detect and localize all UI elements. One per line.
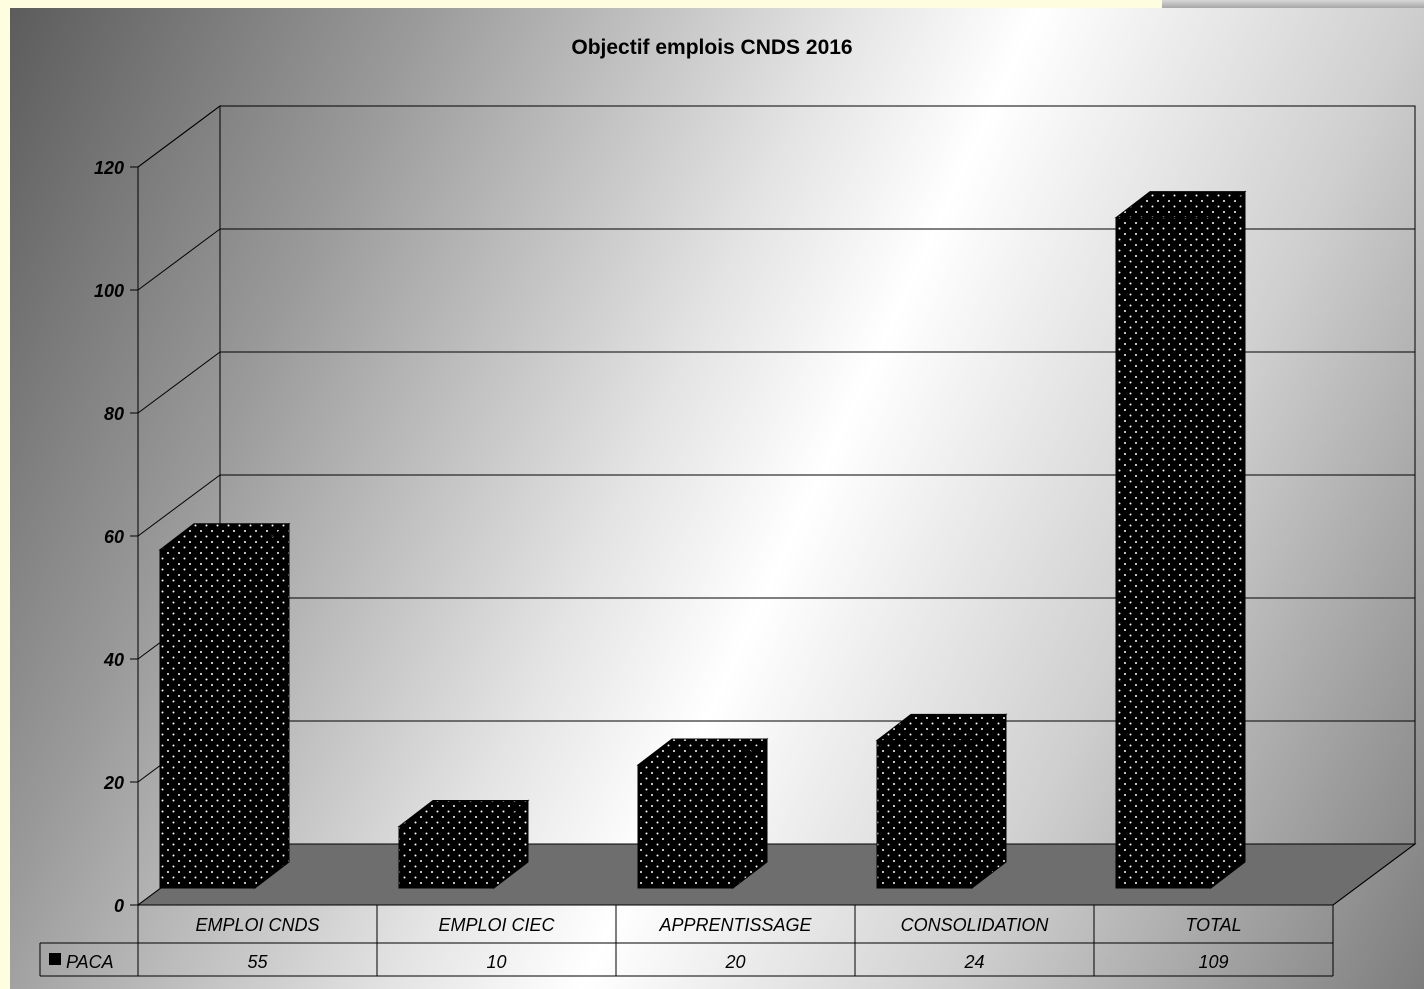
- bar-side-face: [971, 713, 1007, 890]
- data-value-label: 20: [724, 952, 745, 972]
- bar: [397, 799, 530, 890]
- bar-side-face: [1210, 190, 1246, 890]
- category-label: EMPLOI CIEC: [438, 915, 555, 935]
- gridline-depth: [137, 105, 221, 168]
- category-label: CONSOLIDATION: [901, 915, 1050, 935]
- gridline-depth: [137, 351, 221, 414]
- legend-series-label: PACA: [66, 952, 114, 972]
- bar: [158, 522, 291, 890]
- bar: [1114, 190, 1247, 890]
- category-label: EMPLOI CNDS: [195, 915, 319, 935]
- data-value-label: 55: [247, 952, 268, 972]
- category-label: APPRENTISSAGE: [658, 915, 812, 935]
- bar-side-face: [732, 737, 768, 890]
- data-value-label: 24: [963, 952, 984, 972]
- y-tick-label: 20: [103, 773, 124, 793]
- y-tick-label: 80: [104, 404, 124, 424]
- bar: [636, 737, 769, 890]
- y-tick-label: 100: [94, 281, 124, 301]
- y-tick-label: 60: [104, 527, 124, 547]
- y-tick-label: 120: [94, 158, 124, 178]
- y-tick-label: 40: [103, 650, 124, 670]
- data-value-label: 109: [1198, 952, 1228, 972]
- category-label: TOTAL: [1185, 915, 1241, 935]
- gridline-depth: [137, 228, 221, 291]
- bar-side-face: [254, 522, 290, 890]
- bar-front-face: [1115, 217, 1212, 889]
- bar-front-face: [637, 764, 734, 889]
- data-value-label: 10: [486, 952, 506, 972]
- gridline-depth: [137, 474, 221, 537]
- bar-front-face: [398, 826, 495, 889]
- floor-edge: [1332, 843, 1416, 906]
- bar-front-face: [876, 739, 973, 889]
- legend-swatch: [49, 953, 61, 965]
- background-strip: [1162, 0, 1424, 10]
- y-tick-label: 0: [114, 896, 124, 916]
- bar-front-face: [159, 549, 256, 889]
- bar: [875, 713, 1008, 890]
- chart-title: Objectif emplois CNDS 2016: [571, 36, 853, 59]
